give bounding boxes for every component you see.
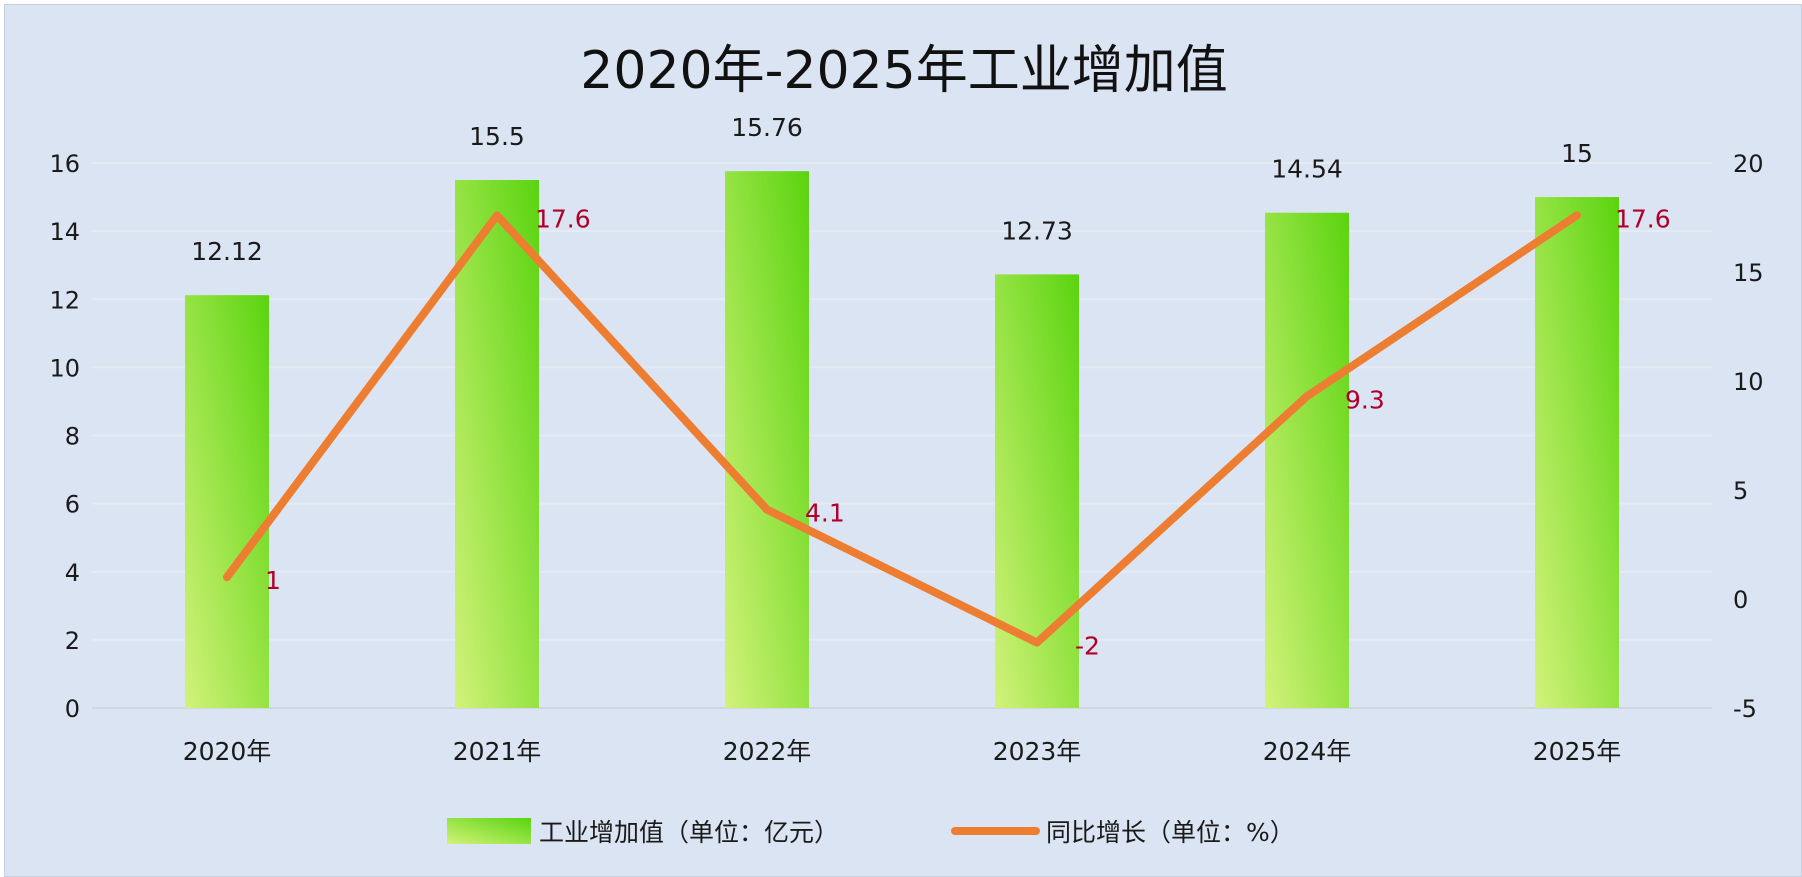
x-axis: 2020年 2021年 2022年 2023年 2024年 2025年 [183, 737, 1622, 766]
bar-data-label: 14.54 [1271, 155, 1343, 184]
y-right-tick-label: 0 [1733, 586, 1748, 614]
line-data-label: 4.1 [805, 499, 845, 528]
legend-line-label: 同比增长（单位：%） [1046, 818, 1295, 847]
line-data-label: 1 [265, 566, 281, 595]
legend: 工业增加值（单位：亿元） 同比增长（单位：%） [447, 818, 1295, 847]
line-point [1576, 214, 1578, 217]
bar [185, 295, 269, 708]
x-tick-label: 2025年 [1533, 737, 1622, 766]
x-tick-label: 2022年 [723, 737, 812, 766]
line-point [1306, 395, 1308, 398]
line-point [226, 576, 228, 579]
line-point [1036, 641, 1038, 644]
bar-data-label: 15.5 [469, 122, 525, 151]
x-tick-label: 2023年 [993, 737, 1082, 766]
legend-bar-label: 工业增加值（单位：亿元） [539, 818, 839, 847]
line-series [223, 211, 1581, 647]
line-point [766, 508, 768, 511]
y-right-tick-label: 20 [1733, 150, 1764, 178]
line-data-label: 17.6 [1615, 204, 1671, 233]
y-right-tick-label: 10 [1733, 368, 1764, 396]
data-labels: 12.12 15.5 15.76 12.73 14.54 15 1 17.6 4.1 -2 9.3 1… [191, 113, 1670, 660]
line-data-label: 9.3 [1345, 385, 1385, 414]
chart-panel [4, 4, 1802, 877]
legend-bar-swatch [447, 818, 531, 844]
bar [725, 171, 809, 709]
line-point [496, 214, 498, 217]
y-axis-left: 0 2 4 6 8 10 12 14 16 [49, 150, 80, 723]
bar [455, 180, 539, 708]
growth-line [223, 211, 1581, 647]
bar [995, 274, 1079, 708]
y-left-tick-label: 2 [65, 627, 80, 655]
bar-data-label: 15 [1561, 139, 1593, 168]
gridlines [92, 162, 1712, 709]
x-tick-label: 2020年 [183, 737, 272, 766]
y-left-tick-label: 0 [65, 695, 80, 723]
x-tick-label: 2024年 [1263, 737, 1352, 766]
y-right-tick-label: -5 [1733, 695, 1757, 723]
bar [1535, 197, 1619, 708]
y-axis-right: -5 0 5 10 15 20 [1733, 150, 1764, 723]
line-data-label: -2 [1075, 632, 1100, 661]
y-right-tick-label: 5 [1733, 477, 1748, 505]
bar-data-label: 12.12 [191, 237, 263, 266]
y-left-tick-label: 16 [49, 150, 80, 178]
x-tick-label: 2021年 [453, 737, 542, 766]
bar-series [185, 171, 1619, 709]
bar [1265, 212, 1349, 708]
bar-data-label: 15.76 [731, 113, 803, 142]
y-left-tick-label: 10 [49, 354, 80, 382]
y-left-tick-label: 14 [49, 218, 80, 246]
y-left-tick-label: 12 [49, 286, 80, 314]
y-right-tick-label: 15 [1733, 259, 1764, 287]
chart-title: 2020年-2025年工业增加值 [580, 41, 1227, 101]
bar-data-label: 12.73 [1001, 216, 1073, 245]
y-left-tick-label: 8 [65, 423, 80, 451]
y-left-tick-label: 4 [65, 559, 80, 587]
y-left-tick-label: 6 [65, 491, 80, 519]
line-data-label: 17.6 [535, 204, 591, 233]
